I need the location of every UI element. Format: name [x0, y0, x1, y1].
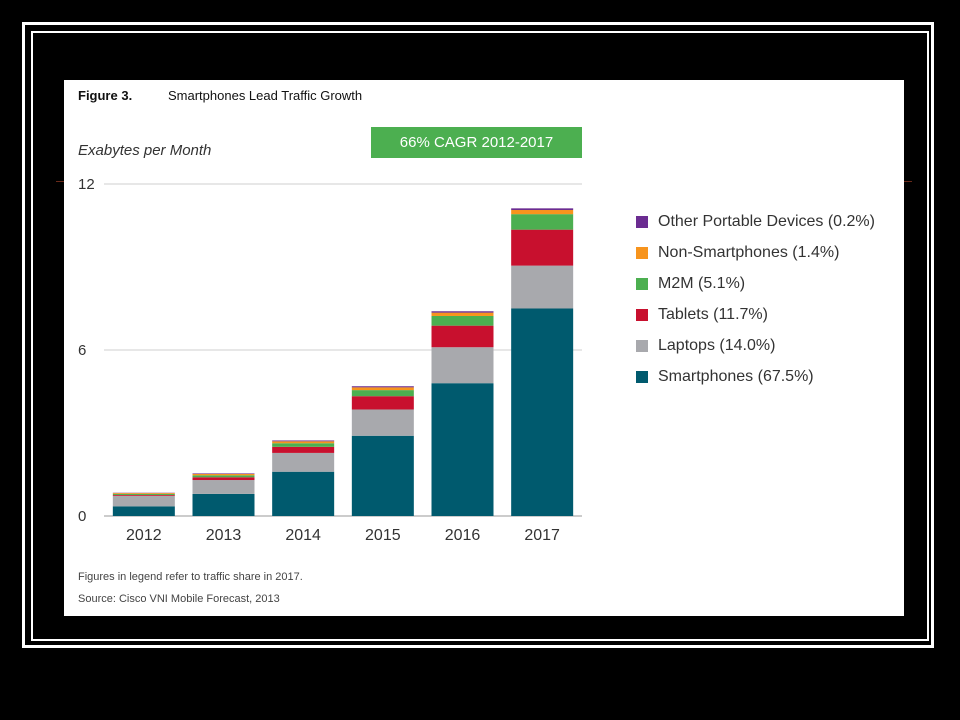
legend-swatch — [636, 339, 648, 352]
bar-segment-tablets — [351, 396, 414, 410]
bar-segment-smartphones — [351, 435, 414, 516]
bar-segment-smartphones — [192, 493, 255, 516]
bar-segment-other — [272, 440, 335, 442]
legend-swatch — [636, 308, 648, 321]
bar-segment-non-smartphones — [351, 387, 414, 391]
legend-label: Smartphones (67.5%) — [658, 367, 814, 385]
bar-segment-other — [431, 311, 494, 313]
bar-segment-tablets — [112, 494, 175, 496]
y-tick-label: 0 — [78, 508, 86, 525]
legend-swatch — [636, 246, 648, 259]
bar-segment-smartphones — [511, 308, 574, 516]
legend-label: Non-Smartphones (1.4%) — [658, 243, 840, 261]
bar-segment-m2m — [511, 214, 574, 230]
y-tick-label: 12 — [78, 176, 95, 193]
bar-segment-m2m — [351, 390, 414, 397]
bar-segment-laptops — [511, 265, 574, 309]
bar-segment-tablets — [192, 477, 255, 481]
legend-item: Smartphones (67.5%) — [636, 361, 875, 392]
legend-item: M2M (5.1%) — [636, 268, 875, 299]
bar-segment-smartphones — [272, 471, 335, 516]
bar-segment-m2m — [431, 315, 494, 326]
slide-inner-border — [31, 31, 929, 641]
x-tick-label: 2012 — [126, 527, 162, 544]
legend-label: Other Portable Devices (0.2%) — [658, 212, 875, 230]
accent-line-left — [56, 181, 66, 182]
bar-segment-laptops — [351, 409, 414, 436]
figure-panel: Figure 3. Smartphones Lead Traffic Growt… — [64, 80, 904, 616]
legend-item: Tablets (11.7%) — [636, 299, 875, 330]
bar-segment-non-smartphones — [112, 493, 175, 494]
cagr-badge: 66% CAGR 2012-2017 — [371, 127, 582, 158]
chart-legend: Other Portable Devices (0.2%) Non-Smartph… — [636, 206, 875, 392]
legend-item: Non-Smartphones (1.4%) — [636, 237, 875, 268]
bar-segment-other — [351, 386, 414, 388]
bar-segment-laptops — [192, 480, 255, 494]
x-tick-label: 2014 — [285, 527, 321, 544]
bar-segment-tablets — [511, 229, 574, 266]
slide-outer-border — [22, 22, 934, 648]
legend-swatch — [636, 370, 648, 383]
bar-segment-laptops — [431, 347, 494, 384]
bar-segment-other — [192, 473, 255, 474]
bar-segment-tablets — [272, 446, 335, 453]
figure-title: Smartphones Lead Traffic Growth — [168, 88, 363, 103]
bar-segment-m2m — [272, 443, 335, 447]
legend-item: Laptops (14.0%) — [636, 330, 875, 361]
figure-label: Figure 3. — [78, 88, 133, 103]
bar-segment-m2m — [112, 493, 175, 495]
y-tick-label: 6 — [78, 342, 86, 359]
x-tick-label: 2017 — [524, 527, 560, 544]
bar-segment-non-smartphones — [431, 312, 494, 316]
legend-item: Other Portable Devices (0.2%) — [636, 206, 875, 237]
accent-line-right — [903, 181, 912, 182]
legend-swatch — [636, 215, 648, 228]
x-tick-label: 2015 — [365, 527, 401, 544]
legend-label: M2M (5.1%) — [658, 274, 746, 292]
bar-segment-smartphones — [112, 506, 175, 516]
x-tick-label: 2013 — [206, 527, 242, 544]
bar-segment-non-smartphones — [511, 210, 574, 215]
bar-segment-smartphones — [431, 383, 494, 516]
source-note: Source: Cisco VNI Mobile Forecast, 2013 — [78, 593, 280, 605]
legend-swatch — [636, 277, 648, 290]
bar-segment-m2m — [192, 475, 255, 478]
bar-segment-non-smartphones — [192, 473, 255, 476]
bar-segment-laptops — [272, 452, 335, 472]
legend-label: Laptops (14.0%) — [658, 336, 776, 354]
bar-segment-tablets — [431, 325, 494, 348]
x-tick-label: 2016 — [445, 527, 481, 544]
stacked-bar-chart: 0 6 12 2012 2013 2014 2015 2016 2017 — [78, 176, 582, 544]
bar-segment-laptops — [112, 495, 175, 507]
bar-segment-non-smartphones — [272, 441, 335, 444]
footnote: Figures in legend refer to traffic share… — [78, 571, 303, 583]
bar-segment-other — [511, 208, 574, 211]
y-axis-label: Exabytes per Month — [78, 142, 212, 159]
legend-label: Tablets (11.7%) — [658, 305, 768, 323]
